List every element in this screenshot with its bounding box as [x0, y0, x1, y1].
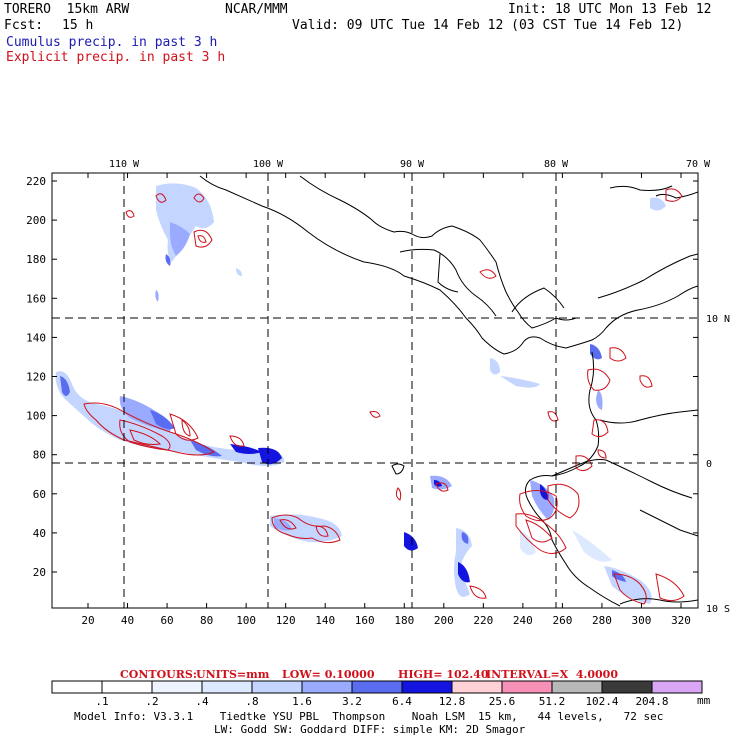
colorbar-swatch [451, 680, 503, 694]
y-tick-label: 40 [33, 527, 46, 540]
colorbar-label: 102.4 [585, 695, 619, 708]
x-tick-label: 220 [473, 614, 493, 627]
cumulus-precip-layer [55, 183, 666, 604]
x-tick-label: 240 [513, 614, 533, 627]
coastlines [199, 175, 698, 607]
y-tick-label: 200 [26, 214, 46, 227]
latitude-label: 0 [706, 459, 712, 470]
y-tick-label: 60 [33, 488, 46, 501]
x-tick-label: 320 [671, 614, 691, 627]
x-tick-label: 260 [552, 614, 572, 627]
longitude-label: 100 W [253, 159, 284, 170]
x-tick-label: 140 [315, 614, 335, 627]
x-tick-label: 200 [434, 614, 454, 627]
colorbar-swatch [601, 680, 653, 694]
y-axis: 220 200 180 160 140 120 100 80 60 40 20 [26, 175, 698, 579]
contours-units: UNITS=mm [196, 668, 270, 681]
contours-label: CONTOURS: [120, 668, 197, 681]
colorbar-swatch [51, 680, 103, 694]
colorbar-swatch [101, 680, 153, 694]
latitude-label: 10 N [706, 314, 730, 325]
latitude-label: 10 S [706, 604, 730, 615]
y-tick-label: 140 [26, 331, 46, 344]
longitude-label: 90 W [400, 159, 425, 170]
colorbar-label: 3.2 [342, 695, 362, 708]
contours-high: HIGH= 102.40 [398, 668, 489, 681]
colorbar-label: 51.2 [538, 695, 566, 708]
model-info: Model Info: V3.3.1 Tiedtke YSU PBL Thomp… [74, 710, 664, 723]
colorbar-label: .1 [95, 695, 109, 708]
colorbar-label: 6.4 [392, 695, 412, 708]
legend-explicit: Explicit precip. in past 3 h [6, 50, 226, 65]
y-tick-label: 20 [33, 566, 46, 579]
contours-interval: INTERVAL=X 4.0000 [486, 668, 618, 681]
colorbar-swatch [201, 680, 253, 694]
colorbar-swatch [251, 680, 303, 694]
colorbar-swatch [351, 680, 403, 694]
legend-cumulus: Cumulus precip. in past 3 h [6, 35, 218, 50]
colorbar-swatch [301, 680, 353, 694]
agency-label: NCAR/MMM [225, 2, 288, 17]
colorbar-label: .4 [195, 695, 209, 708]
longitude-label: 110 W [109, 159, 140, 170]
x-tick-label: 100 [236, 614, 256, 627]
y-tick-label: 220 [26, 175, 46, 188]
colorbar [51, 680, 703, 694]
longitude-label: 80 W [544, 159, 569, 170]
forecast-label: Fcst: [4, 18, 44, 33]
y-tick-label: 80 [33, 449, 46, 462]
model-title: TORERO 15km ARW [4, 2, 130, 17]
colorbar-label: .8 [245, 695, 259, 708]
x-tick-label: 300 [632, 614, 652, 627]
longitude-label: 70 W [686, 159, 711, 170]
colorbar-label: .2 [145, 695, 159, 708]
colorbar-swatch [401, 680, 453, 694]
init-time: Init: 18 UTC Mon 13 Feb 12 [508, 2, 712, 17]
model-physics: LW: Godd SW: Goddard DIFF: simple KM: 2D… [214, 723, 526, 736]
colorbar-label: 25.6 [488, 695, 516, 708]
x-tick-label: 280 [592, 614, 612, 627]
y-tick-label: 100 [26, 410, 46, 423]
forecast-hour: 15 h [62, 18, 94, 33]
y-tick-label: 120 [26, 371, 46, 384]
valid-time: Valid: 09 UTC Tue 14 Feb 12 (03 CST Tue … [292, 18, 684, 33]
map-frame [51, 172, 699, 609]
colorbar-units: mm [697, 694, 711, 707]
colorbar-swatch [151, 680, 203, 694]
longitude-labels: 110 W 100 W 90 W 80 W 70 W [109, 159, 711, 170]
colorbar-label: 204.8 [635, 695, 669, 708]
contours-low: LOW= 0.10000 [282, 668, 375, 681]
colorbar-label: 12.8 [438, 695, 466, 708]
x-tick-label: 60 [160, 614, 173, 627]
y-tick-label: 160 [26, 292, 46, 305]
x-axis: 20 40 60 80 100 120 140 160 180 200 220 240 260 280 30… [81, 173, 691, 627]
y-tick-label: 180 [26, 253, 46, 266]
x-tick-label: 20 [81, 614, 94, 627]
x-tick-label: 180 [394, 614, 414, 627]
x-tick-label: 120 [276, 614, 296, 627]
colorbar-swatch [501, 680, 553, 694]
colorbar-label: 1.6 [292, 695, 312, 708]
x-tick-label: 80 [200, 614, 213, 627]
x-tick-label: 40 [121, 614, 134, 627]
colorbar-swatch [551, 680, 603, 694]
lat-lon-grid [52, 173, 698, 608]
x-tick-label: 160 [355, 614, 375, 627]
colorbar-swatch [651, 680, 703, 694]
latitude-labels: 10 N 0 10 S [706, 314, 730, 615]
